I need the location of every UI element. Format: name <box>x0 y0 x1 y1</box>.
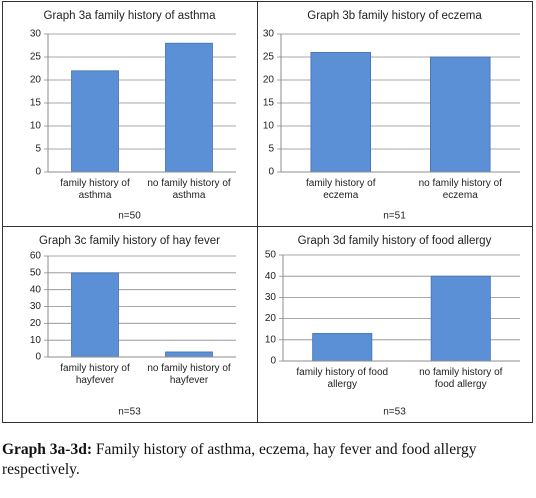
y-tick-label: 10 <box>265 334 277 345</box>
chart-title: Graph 3c family history of hay fever <box>39 235 220 247</box>
sample-size: n=53 <box>118 407 141 418</box>
caption-text: Family history of asthma, eczema, hay fe… <box>2 441 477 478</box>
y-tick-label: 15 <box>30 98 42 109</box>
chart-title: Graph 3d family history of food allergy <box>298 235 492 247</box>
bar <box>165 351 213 358</box>
x-tick-label: no family history of asthma <box>147 178 231 201</box>
y-tick-label: 0 <box>35 352 41 363</box>
y-tick-label: 0 <box>35 167 41 178</box>
y-tick-label: 0 <box>268 167 274 178</box>
y-tick-label: 30 <box>30 301 42 312</box>
x-tick-label: no family history of food allergy <box>419 367 503 390</box>
bar <box>310 52 372 173</box>
y-tick-label: 25 <box>30 52 42 63</box>
y-tick-label: 60 <box>30 251 42 262</box>
y-tick-label: 20 <box>30 318 42 329</box>
sample-size: n=50 <box>118 211 141 222</box>
bar <box>71 272 119 358</box>
y-tick-label: 30 <box>265 292 277 303</box>
y-tick-label: 10 <box>30 121 42 132</box>
y-tick-label: 50 <box>30 267 42 278</box>
y-tick-label: 40 <box>30 284 42 295</box>
charts: Graph 3a family history of asthma 0 5 10 15 2… <box>2 1 533 423</box>
sample-size: n=51 <box>383 211 406 222</box>
y-tick-label: 15 <box>263 98 275 109</box>
bar <box>165 42 213 173</box>
y-tick-label: 30 <box>263 29 275 40</box>
bar <box>312 333 373 362</box>
bar <box>429 56 491 173</box>
chart-title: Graph 3a family history of asthma <box>44 10 217 22</box>
y-tick-label: 5 <box>268 144 274 155</box>
y-tick-label: 20 <box>30 75 42 86</box>
bar <box>71 70 119 173</box>
y-tick-label: 30 <box>30 29 42 40</box>
x-tick-label: family history of food allergy <box>296 367 389 390</box>
x-tick-label: no family history of eczema <box>418 178 502 201</box>
y-tick-label: 40 <box>265 271 277 282</box>
caption-label: Graph 3a-3d: <box>2 441 92 458</box>
x-tick-label: family history of hayfever <box>60 363 130 386</box>
sample-size: n=53 <box>383 407 406 418</box>
caption: Graph 3a-3d: Family history of asthma, e… <box>2 440 532 480</box>
y-tick-label: 20 <box>265 313 277 324</box>
y-tick-label: 5 <box>35 144 41 155</box>
y-tick-label: 10 <box>263 121 275 132</box>
x-tick-label: family history of eczema <box>306 178 376 201</box>
panel <box>257 226 533 423</box>
x-tick-label: family history of asthma <box>60 178 130 201</box>
bar <box>430 275 491 362</box>
y-tick-label: 10 <box>30 335 42 346</box>
x-tick-label: no family history of hayfever <box>147 363 231 386</box>
chart-title: Graph 3b family history of eczema <box>307 10 482 22</box>
y-tick-label: 0 <box>270 356 276 367</box>
y-tick-label: 50 <box>265 250 277 261</box>
y-tick-label: 25 <box>263 52 275 63</box>
y-tick-label: 20 <box>263 75 275 86</box>
